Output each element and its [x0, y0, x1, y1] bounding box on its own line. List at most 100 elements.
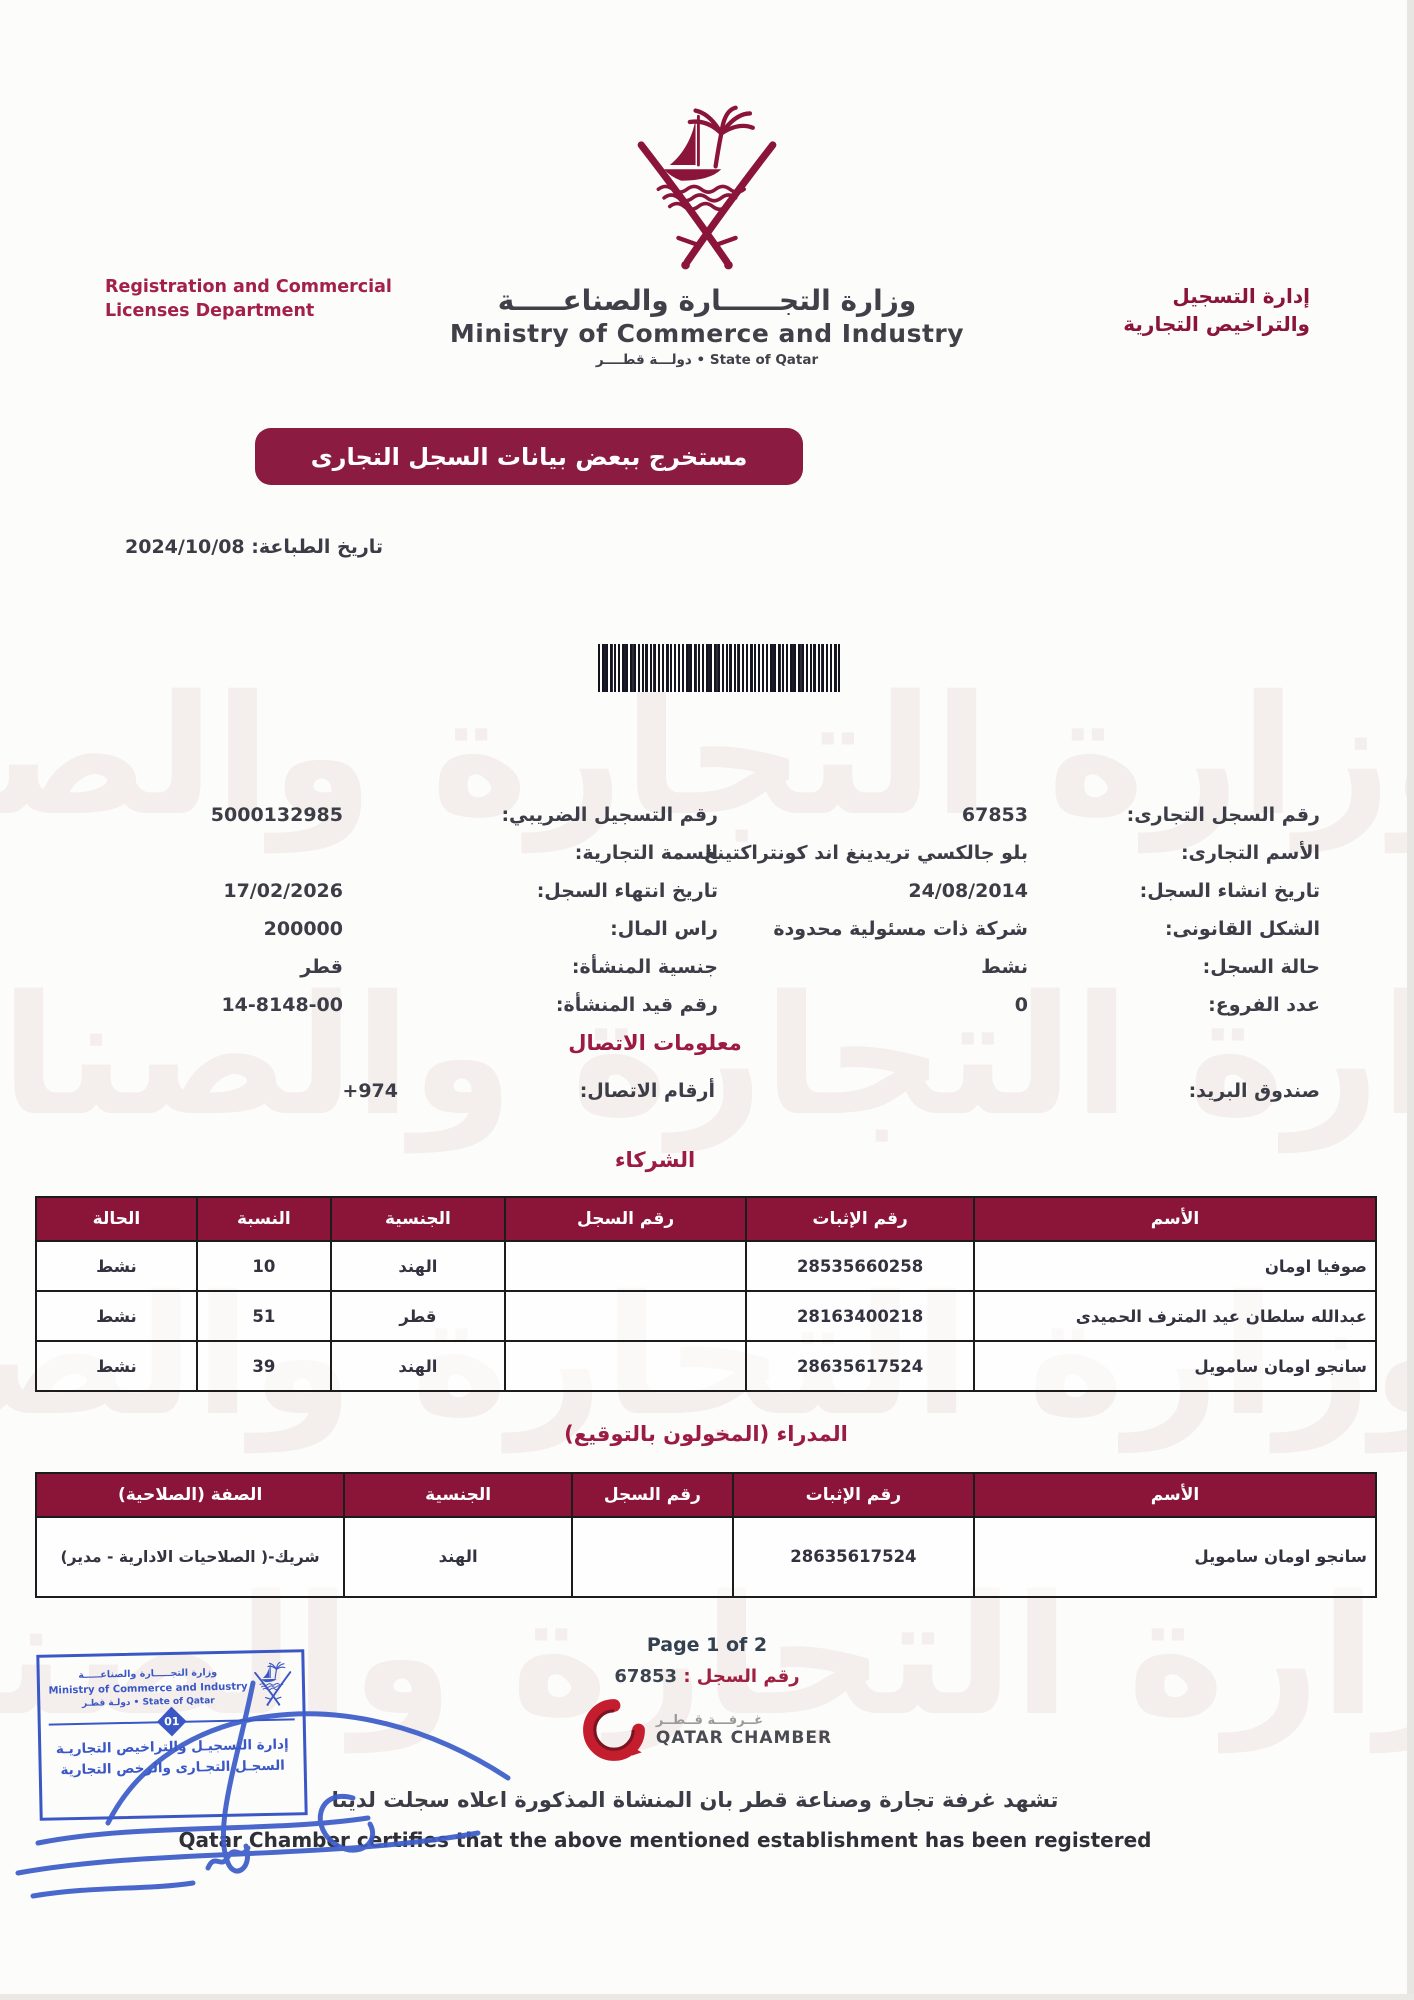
partners-col-name: الأسم: [973, 1196, 1377, 1242]
field-value-expiry-date: 17/02/2026: [223, 880, 343, 902]
barcode-image: [598, 644, 840, 692]
partner-nationality: قطر: [329, 1290, 507, 1342]
ministry-name-english: Ministry of Commerce and Industry: [449, 319, 965, 348]
field-label-pobox: صندوق البريد:: [1188, 1080, 1320, 1102]
field-label-legal-form: الشكل القانونى:: [1164, 918, 1320, 940]
field-value-tax-number: 5000132985: [210, 804, 343, 826]
stamp-emblem-icon: [249, 1660, 296, 1711]
registry-row: عدد الفروع: 0 رقم قيد المنشأة: 14-8148-0…: [94, 986, 1320, 1024]
partners-col-nationality: الجنسية: [329, 1196, 507, 1242]
partner-percent: 10: [195, 1240, 332, 1292]
field-value-cr-number: 67853: [961, 804, 1028, 826]
field-label-trade-name: الأسم التجارى:: [1180, 842, 1320, 864]
field-value-phone: +974: [342, 1080, 398, 1102]
partner-name: سانجو اومان سامويل: [973, 1340, 1377, 1392]
registry-row: تاريخ انشاء السجل: 24/08/2014 تاريخ انته…: [94, 872, 1320, 910]
managers-col-reg-no: رقم السجل: [571, 1472, 734, 1518]
partner-percent: 51: [195, 1290, 332, 1342]
department-name-arabic: إدارة التسجيل والتراخيص التجارية: [1123, 282, 1310, 338]
field-value-legal-form: شركة ذات مسئولية محدودة: [773, 918, 1028, 940]
department-arabic-line2: والتراخيص التجارية: [1123, 312, 1310, 336]
registry-row: الشكل القانونى: شركة ذات مسئولية محدودة …: [94, 910, 1320, 948]
field-label-phone: أرقام الاتصال:: [579, 1080, 715, 1102]
partners-col-proof-no: رقم الإثبات: [745, 1196, 975, 1242]
partner-reg-no: [504, 1290, 748, 1342]
state-of-qatar-line: دولـــة قطــــر • State of Qatar: [595, 352, 819, 368]
partner-proof-no: 28635617524: [745, 1340, 975, 1392]
field-label-establishment-nationality: جنسية المنشأة:: [571, 956, 718, 978]
page-number: Page 1 of 2: [646, 1634, 768, 1656]
partners-header-row: الأسم رقم الإثبات رقم السجل الجنسية النس…: [35, 1196, 1377, 1242]
field-label-expiry-date: تاريخ انتهاء السجل:: [536, 880, 718, 902]
managers-col-role: الصفة (الصلاحية): [34, 1472, 346, 1518]
partner-row: سانجو اومان سامويل 28635617524 الهند 39 …: [35, 1340, 1377, 1392]
qatar-chamber-icon: [583, 1699, 645, 1761]
partner-nationality: الهند: [329, 1240, 507, 1292]
partner-name: صوفيا اومان: [973, 1240, 1377, 1292]
field-label-trade-mark: السمة التجارية:: [574, 842, 718, 864]
field-label-cr-number: رقم السجل التجارى:: [1126, 804, 1320, 826]
field-label-branch-count: عدد الفروع:: [1208, 994, 1320, 1016]
qatar-chamber-english: QATAR CHAMBER: [655, 1727, 833, 1748]
field-value-trade-name: بلو جالكسي تريدينغ اند كونتراكتينغ: [704, 842, 1028, 864]
partner-reg-no: [504, 1240, 748, 1292]
partner-row: صوفيا اومان 28535660258 الهند 10 نشط: [35, 1240, 1377, 1292]
document-title: مستخرج ببعض بيانات السجل التجارى: [310, 442, 748, 471]
record-number-line: رقم السجل : 67853: [0, 1666, 1414, 1687]
field-value-establishment-id: 14-8148-00: [221, 994, 343, 1016]
partners-col-reg-no: رقم السجل: [504, 1196, 748, 1242]
manager-row: سانجو اومان سامويل 28635617524 الهند شري…: [34, 1516, 1377, 1598]
partners-col-percent: النسبة: [195, 1196, 332, 1242]
field-value-establishment-nationality: قطر: [300, 956, 343, 978]
ministry-stamp: وزارة التجـــــارة والصناعـــــة Ministr…: [36, 1649, 308, 1821]
field-label-establishment-id: رقم قيد المنشأة:: [555, 994, 718, 1016]
field-label-tax-number: رقم التسجيل الضريبي:: [501, 804, 718, 826]
ministry-name-arabic: وزارة التجــــــارة والصناعـــــة: [497, 284, 917, 317]
scan-edge: [0, 1994, 1414, 2000]
qatar-chamber-text: غــرفـــة قــطــر QATAR CHAMBER: [656, 1713, 832, 1748]
department-name-english: Registration and Commercial Licenses Dep…: [105, 276, 392, 323]
managers-col-nationality: الجنسية: [343, 1472, 574, 1518]
managers-col-name: الأسم: [973, 1472, 1377, 1518]
managers-heading: المدراء (المخولون بالتوقيع): [564, 1422, 848, 1446]
partners-col-status: الحالة: [35, 1196, 198, 1242]
partner-percent: 39: [195, 1340, 332, 1392]
stamp-ministry-block: وزارة التجـــــارة والصناعـــــة Ministr…: [46, 1665, 251, 1712]
stamp-divider: 01: [48, 1706, 295, 1737]
manager-nationality: الهند: [343, 1516, 574, 1598]
contact-row: صندوق البريد: أرقام الاتصال: +974: [0, 1072, 1414, 1110]
partner-status: نشط: [35, 1290, 198, 1342]
record-number-value: 67853: [614, 1666, 678, 1687]
manager-proof-no: 28635617524: [731, 1516, 976, 1598]
partner-proof-no: 28163400218: [745, 1290, 975, 1342]
partners-heading: الشركاء: [614, 1148, 696, 1172]
partner-status: نشط: [35, 1340, 198, 1392]
registry-row: الأسم التجارى: بلو جالكسي تريدينغ اند كو…: [94, 834, 1320, 872]
stamp-line2: السجـل التجـارى والرخص التجارية: [60, 1757, 286, 1779]
department-english-line1: Registration and Commercial: [105, 277, 392, 297]
certification-english: Qatar Chamber certifies that the above m…: [178, 1828, 1152, 1852]
scan-edge: [1407, 0, 1414, 2000]
qatar-chamber-logo: غــرفـــة قــطــر QATAR CHAMBER: [0, 1698, 1414, 1762]
stamp-department-lines: إدارة التسجيـل والتراخيص التجاريـة السجـ…: [41, 1734, 304, 1781]
watermark-text: وزارة التجارة والصناعة دولة قطر: [0, 960, 1414, 1152]
stamp-badge-number: 01: [163, 1714, 180, 1729]
partners-table: الأسم رقم الإثبات رقم السجل الجنسية النس…: [35, 1196, 1377, 1392]
field-value-capital: 200000: [263, 918, 343, 940]
qatar-chamber-arabic: غــرفـــة قــطــر: [655, 1712, 764, 1728]
manager-role: شريك-( الصلاحيات الادارية - مدير): [34, 1516, 346, 1598]
partner-status: نشط: [35, 1240, 198, 1292]
partner-proof-no: 28535660258: [745, 1240, 975, 1292]
print-date: تاريخ الطباعة: 2024/10/08: [125, 536, 384, 558]
partner-reg-no: [504, 1340, 748, 1392]
registry-fields: رقم السجل التجارى: 67853 رقم التسجيل الض…: [94, 796, 1320, 1024]
partner-nationality: الهند: [329, 1340, 507, 1392]
managers-header-row: الأسم رقم الإثبات رقم السجل الجنسية الصف…: [34, 1472, 1377, 1518]
registry-row: رقم السجل التجارى: 67853 رقم التسجيل الض…: [94, 796, 1320, 834]
field-label-capital: راس المال:: [610, 918, 718, 940]
manager-reg-no: [571, 1516, 734, 1598]
manager-name: سانجو اومان سامويل: [973, 1516, 1377, 1598]
record-number-label: رقم السجل :: [683, 1666, 800, 1687]
watermark-text: وزارة التجارة والصناعة دولة قطر: [0, 660, 1414, 852]
